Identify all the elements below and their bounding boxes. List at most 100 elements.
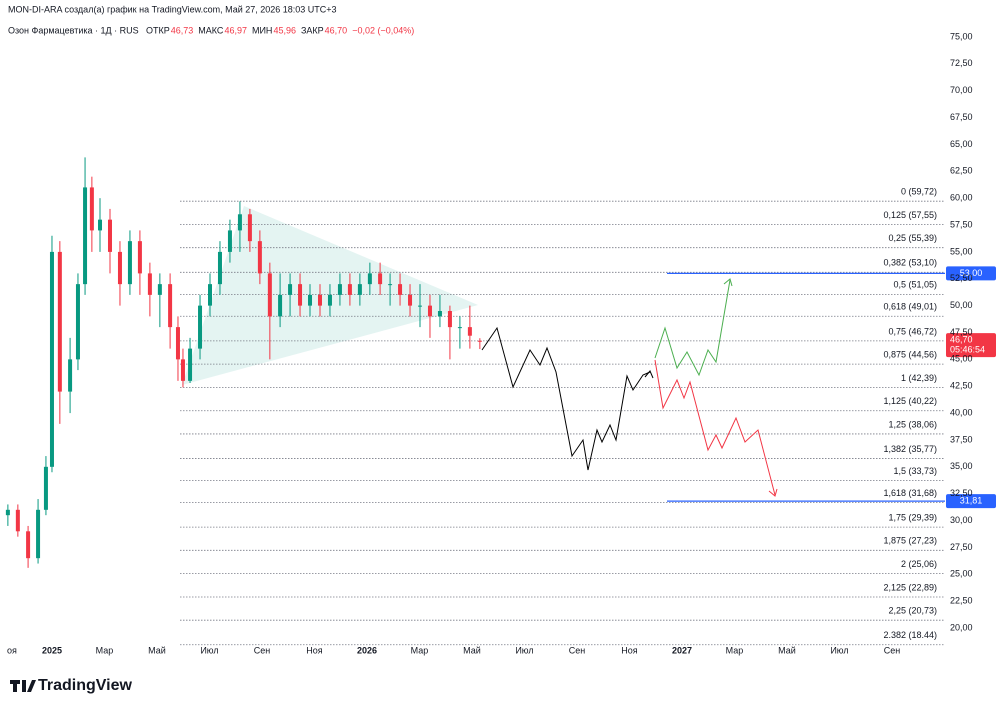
ohlc-value: 46,97 xyxy=(224,25,247,35)
candle-body xyxy=(378,273,383,285)
countdown: 05:46:54 xyxy=(950,344,985,354)
x-tick-label: Июл xyxy=(830,645,848,655)
y-tick-label: 27,50 xyxy=(950,542,973,552)
logo: TradingView xyxy=(10,677,133,694)
candle-body xyxy=(288,284,293,295)
candle-body xyxy=(247,214,252,242)
fib-label: 0,618 (49,01) xyxy=(883,302,937,312)
attribution: MON-DI-ARA создал(а) график на TradingVi… xyxy=(8,4,337,14)
bull-projection xyxy=(654,279,731,377)
fib-label: 1,382 (35,77) xyxy=(883,444,937,454)
fib-label: 2.382 (18.44) xyxy=(883,630,937,640)
candle-body xyxy=(227,230,232,252)
fib-label: 1,875 (27,23) xyxy=(883,536,937,546)
fib-label: 0,125 (57,55) xyxy=(883,210,937,220)
ohlc-value: 46,73 xyxy=(171,25,194,35)
bear-projection xyxy=(654,359,776,496)
candle-body xyxy=(83,187,88,285)
y-tick-label: 35,00 xyxy=(950,461,973,471)
price-tag xyxy=(946,266,996,281)
ohlc-label: ЗАКР xyxy=(301,25,324,35)
x-tick-label: Мар xyxy=(96,645,114,655)
x-tick-label: Мар xyxy=(411,645,429,655)
candle-body xyxy=(308,294,313,306)
y-tick-label: 32,50 xyxy=(950,488,973,498)
candle-body xyxy=(107,219,112,252)
x-tick-label: Июл xyxy=(515,645,533,655)
y-tick-label: 30,00 xyxy=(950,515,973,525)
fib-label: 1,125 (40,22) xyxy=(883,396,937,406)
ohlc-value: 45,96 xyxy=(273,25,296,35)
logo-text: TradingView xyxy=(38,677,133,694)
candle-body xyxy=(367,273,372,285)
candle-body xyxy=(467,327,472,336)
fib-label: 1,25 (38,06) xyxy=(888,419,937,429)
price-tag-label: 53,00 xyxy=(960,268,983,278)
candle-body xyxy=(26,531,31,559)
fib-label: 0,75 (46,72) xyxy=(888,326,937,336)
y-tick-label: 70,00 xyxy=(950,85,973,95)
y-tick-label: 50,00 xyxy=(950,300,973,310)
candle-body xyxy=(217,251,222,285)
arrow-head xyxy=(768,488,778,497)
y-tick-label: 60,00 xyxy=(950,193,973,203)
projection-path xyxy=(481,326,651,471)
y-tick-label: 25,00 xyxy=(950,569,973,579)
candle-body xyxy=(278,294,283,317)
candle-body xyxy=(337,284,342,295)
fib-label: 2,125 (22,89) xyxy=(883,582,937,592)
fib-label: 0,25 (55,39) xyxy=(888,233,937,243)
y-tick-label: 52,50 xyxy=(950,273,973,283)
candle-body xyxy=(147,273,152,295)
fib-label: 0,382 (53,10) xyxy=(883,258,937,268)
fib-group: 0 (59,72) 0,125 (57,55) 0,25 (55,39) 0,382 … xyxy=(180,187,945,646)
x-tick-label: 2026 xyxy=(357,645,377,655)
candle-body xyxy=(157,284,162,295)
candle-body xyxy=(457,327,462,329)
fib-label: 0,5 (51,05) xyxy=(893,280,937,290)
fib-label: 2 (25,06) xyxy=(901,559,937,569)
x-tick-label: Сен xyxy=(254,645,271,655)
fib-label: 1,75 (29,39) xyxy=(888,512,937,522)
x-tick-label: 2027 xyxy=(672,645,692,655)
y-tick-label: 45,00 xyxy=(950,354,973,364)
candle-body xyxy=(137,241,142,274)
candle-body xyxy=(408,294,413,306)
fib-label: 0,875 (44,56) xyxy=(883,349,937,359)
y-tick-label: 20,00 xyxy=(950,622,973,632)
x-tick-label: Сен xyxy=(884,645,901,655)
change: −0,02 (−0,04%) xyxy=(352,25,414,35)
candle-body xyxy=(127,241,132,285)
last-price-tag xyxy=(946,333,996,358)
y-tick-label: 22,50 xyxy=(950,596,973,606)
symbol: Озон Фармацевтика · 1Д · RUS xyxy=(8,25,139,35)
price-tag-label: 31,81 xyxy=(960,495,983,505)
candle-body xyxy=(418,305,422,307)
fib-label: 0 (59,72) xyxy=(901,187,937,197)
candle-body xyxy=(36,509,41,559)
fib-label: 2,25 (20,73) xyxy=(888,606,937,616)
candle-body xyxy=(237,214,242,231)
y-tick-label: 65,00 xyxy=(950,139,973,149)
candle-body xyxy=(327,294,332,306)
x-tick-label: Май xyxy=(148,645,166,655)
y-tick-label: 37,50 xyxy=(950,434,973,444)
ohlc-legend: ОТКР 46,73 МАКС 46,97 МИН 45,96 ЗАКР 46,70 −0,02… xyxy=(146,25,414,35)
arrow-head xyxy=(644,370,654,379)
candle-body xyxy=(357,284,362,295)
candle-body xyxy=(437,311,442,317)
candles xyxy=(5,157,482,568)
x-tick-label: оя xyxy=(7,645,17,655)
candle-body xyxy=(68,359,73,392)
candle-body xyxy=(298,284,303,306)
x-tick-label: Ноя xyxy=(621,645,638,655)
y-tick-label: 40,00 xyxy=(950,407,973,417)
x-tick-label: Ноя xyxy=(306,645,323,655)
candle-body xyxy=(75,284,80,360)
ohlc-label: МИН xyxy=(252,25,272,35)
x-tick-label: Июл xyxy=(200,645,218,655)
candle-body xyxy=(208,284,212,306)
